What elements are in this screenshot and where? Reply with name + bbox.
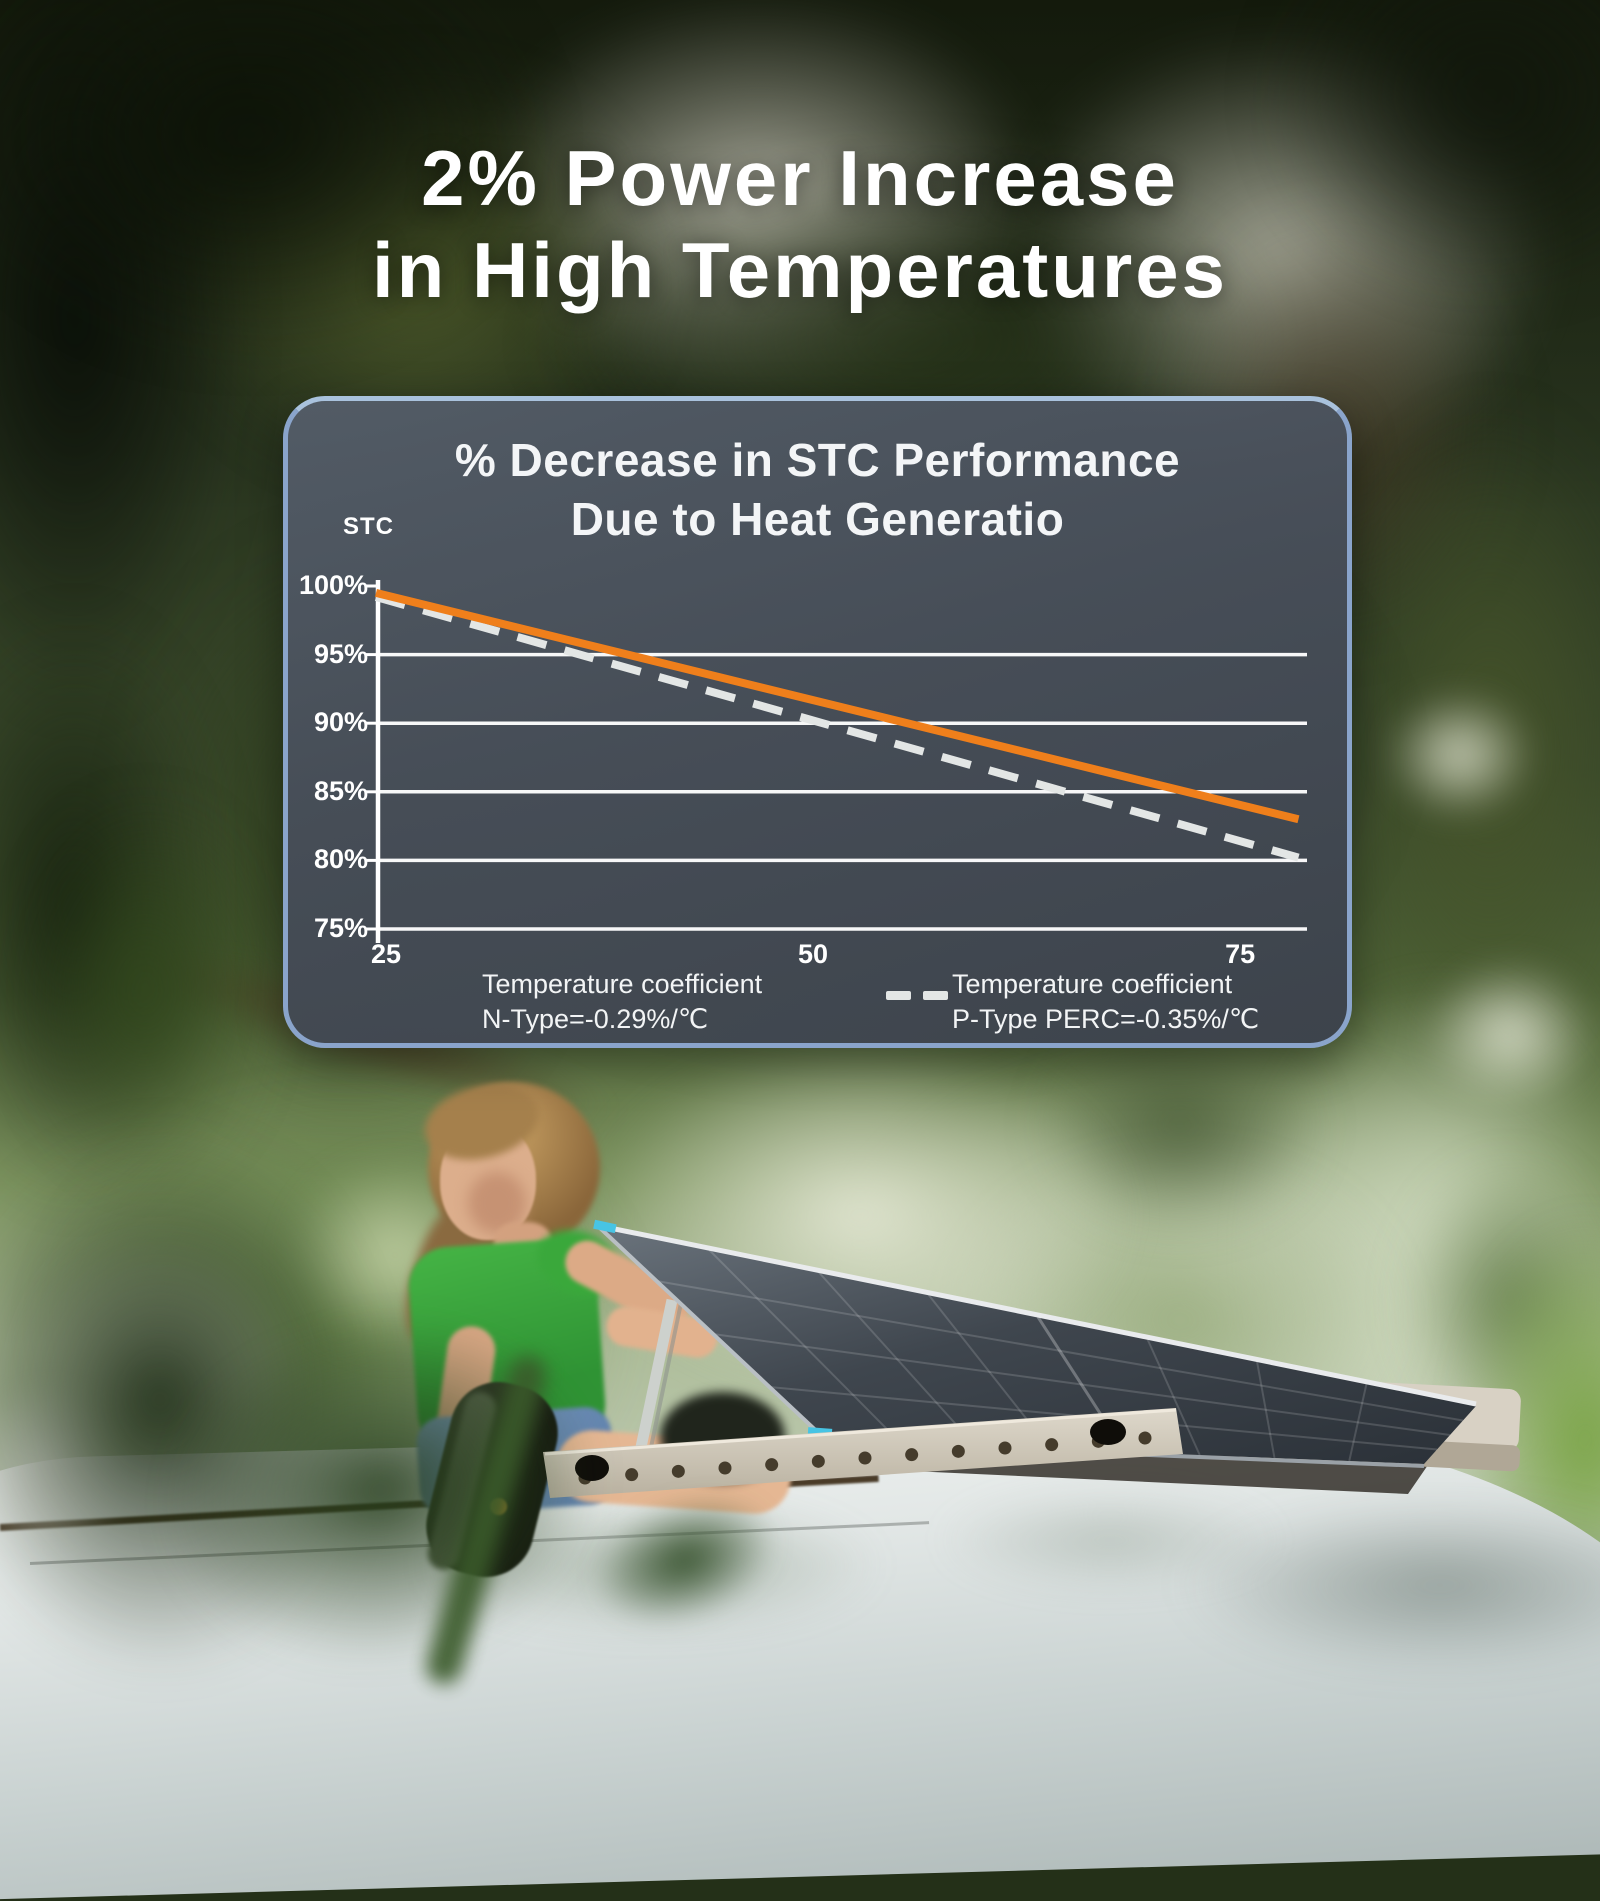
y-tick-label: 95% xyxy=(313,638,368,669)
panel-grid-line xyxy=(1348,1383,1368,1462)
panel-grid-line xyxy=(712,1333,1451,1436)
panel-grid-line xyxy=(1146,1338,1201,1456)
y-tick-label: 80% xyxy=(313,844,368,875)
hero-title: 2% Power Increase in High Temperatures xyxy=(0,132,1600,316)
bracket-hole xyxy=(671,1464,685,1478)
y-tick-label: 85% xyxy=(313,775,368,806)
y-tick-label: 90% xyxy=(313,707,368,738)
bracket-top-highlight xyxy=(544,1408,1177,1456)
y-tick-label: 100% xyxy=(298,570,368,600)
panel-grid-line xyxy=(708,1249,902,1444)
legend-swatch-dashed-gray-icon xyxy=(886,967,952,1037)
bracket-hole xyxy=(625,1468,639,1482)
panel-frame-top xyxy=(599,1223,1477,1407)
bracket-hole xyxy=(951,1444,965,1458)
panel-cyan-accent xyxy=(593,1219,617,1234)
panel-frame-left xyxy=(598,1226,828,1442)
line-chart-plot xyxy=(366,580,1307,943)
legend-item-n-type: Temperature coefficient N-Type=-0.29%/℃ xyxy=(416,967,762,1037)
hero-title-line1: 2% Power Increase xyxy=(421,134,1179,222)
chart-title-line2: Due to Heat Generatio xyxy=(570,492,1065,545)
bracket-hole xyxy=(1045,1438,1059,1452)
y-tick-label: 75% xyxy=(313,913,368,943)
bracket-hole xyxy=(1138,1431,1152,1445)
panel-kickstand xyxy=(634,1298,678,1454)
bracket-hole xyxy=(858,1451,872,1465)
panel-grid-line xyxy=(1256,1361,1276,1459)
series-line-dashed xyxy=(374,593,1300,862)
x-tick-label: 25 xyxy=(370,939,402,969)
bracket-hole xyxy=(905,1448,919,1462)
x-tick-label: 75 xyxy=(1225,939,1256,969)
legend-item-p-type: Temperature coefficient P-Type PERC=-0.3… xyxy=(886,967,1259,1037)
solar-panel xyxy=(600,1228,1476,1464)
x-tick-label: 50 xyxy=(798,939,829,969)
light-speck xyxy=(1385,690,1535,820)
panel-grid-line xyxy=(656,1280,1464,1422)
legend-swatch-solid-orange-icon xyxy=(416,967,482,1037)
solar-panel-scene xyxy=(543,1219,1521,1498)
legend-label-n-type: Temperature coefficient N-Type=-0.29%/℃ xyxy=(482,969,763,1035)
legend-label-p-type: Temperature coefficient P-Type PERC=-0.3… xyxy=(952,969,1260,1035)
panel-kickstand-shade xyxy=(648,1302,683,1453)
bracket-hole xyxy=(718,1461,732,1475)
chart-card: % Decrease in STC Performance Due to Hea… xyxy=(283,396,1352,1048)
bracket-hole xyxy=(765,1458,779,1472)
chart-title: % Decrease in STC Performance Due to Hea… xyxy=(288,431,1347,549)
bracket-hole xyxy=(811,1454,825,1468)
y-axis-title: STC xyxy=(343,513,394,540)
series-line-solid xyxy=(375,588,1300,824)
bracket-knob xyxy=(575,1455,609,1481)
hero-title-line2: in High Temperatures xyxy=(371,226,1229,315)
panel-grid-line xyxy=(818,1271,977,1447)
bracket-knob xyxy=(1090,1419,1126,1445)
bracket-hole xyxy=(998,1441,1012,1455)
chart-title-line1: % Decrease in STC Performance xyxy=(454,434,1181,486)
